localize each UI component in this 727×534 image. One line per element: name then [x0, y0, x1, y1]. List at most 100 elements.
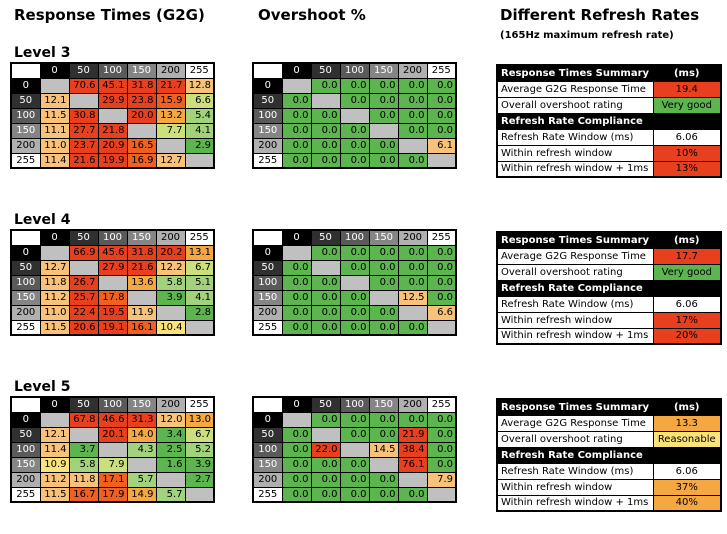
response-matrix: 0 50 100 150 200 255 0 67.8 46.6 31.3 12.0 13.0 50 12…: [10, 396, 215, 503]
response-cell: 27.9: [97, 259, 128, 276]
response-cell: [68, 259, 99, 276]
overshoot-cell: 0.0: [426, 411, 457, 428]
response-cell: [68, 92, 99, 109]
response-cell: 14.9: [126, 486, 157, 503]
overshoot-cell: 0.0: [368, 319, 399, 336]
response-cell: 1.6: [155, 456, 186, 473]
summary-value: 17.7: [652, 247, 722, 265]
response-cell: 11.4: [39, 152, 70, 169]
response-cell: 7.9: [97, 456, 128, 473]
summary-value: 20%: [652, 327, 722, 345]
overshoot-cell: 0.0: [339, 152, 370, 169]
column-header: 150: [126, 396, 157, 413]
column-header: 255: [184, 396, 215, 413]
summary-table: Response Times Summary (ms) Average G2G Re…: [496, 64, 722, 178]
row-header: 150: [252, 289, 283, 306]
response-cell: 46.6: [97, 411, 128, 428]
summary-label: Overall overshoot rating: [496, 263, 654, 281]
response-cell: 3.9: [155, 289, 186, 306]
overshoot-cell: 0.0: [339, 471, 370, 488]
summary-label: Refresh Rate Window (ms): [496, 128, 654, 146]
overshoot-cell: [426, 319, 457, 336]
response-cell: 20.2: [155, 244, 186, 261]
column-header: 200: [397, 396, 428, 413]
column-header: 200: [397, 62, 428, 79]
summary-label: Response Times Summary: [496, 398, 654, 416]
overshoot-cell: 0.0: [310, 471, 341, 488]
summary-value: (ms): [652, 398, 722, 416]
summary-label: Response Times Summary: [496, 64, 654, 82]
summary-table: Response Times Summary (ms) Average G2G Re…: [496, 231, 722, 345]
response-cell: 45.1: [97, 77, 128, 94]
column-header: 50: [68, 396, 99, 413]
response-cell: 25.7: [68, 289, 99, 306]
response-cell: 11.8: [68, 471, 99, 488]
response-cell: 5.1: [184, 274, 215, 291]
column-header: 50: [310, 396, 341, 413]
response-cell: 29.9: [97, 92, 128, 109]
column-header: 200: [397, 229, 428, 246]
overshoot-cell: 0.0: [397, 244, 428, 261]
overshoot-cell: 0.0: [281, 319, 312, 336]
refresh-rates-subheading: (165Hz maximum refresh rate): [500, 30, 674, 41]
overshoot-cell: 0.0: [368, 274, 399, 291]
matrix-corner: [252, 229, 283, 246]
row-header: 100: [252, 441, 283, 458]
row-header: 0: [252, 77, 283, 94]
column-header: 100: [339, 229, 370, 246]
overshoot-cell: 0.0: [339, 411, 370, 428]
summary-value: Very good: [652, 96, 722, 114]
column-header: 100: [339, 396, 370, 413]
response-cell: 6.7: [184, 426, 215, 443]
response-cell: 4.1: [184, 289, 215, 306]
overshoot-cell: 0.0: [310, 274, 341, 291]
overshoot-cell: [339, 441, 370, 458]
overshoot-cell: [339, 274, 370, 291]
overshoot-cell: [397, 471, 428, 488]
response-cell: 30.8: [68, 107, 99, 124]
response-cell: 2.7: [184, 471, 215, 488]
response-cell: [155, 304, 186, 321]
overshoot-cell: 0.0: [368, 426, 399, 443]
overshoot-cell: 14.5: [368, 441, 399, 458]
response-cell: 20.0: [126, 107, 157, 124]
overshoot-cell: 0.0: [368, 92, 399, 109]
response-cell: 12.1: [39, 92, 70, 109]
response-cell: 21.8: [97, 122, 128, 139]
overshoot-cell: 0.0: [310, 304, 341, 321]
response-cell: 11.5: [39, 486, 70, 503]
summary-label: Average G2G Response Time: [496, 414, 654, 432]
response-cell: 2.9: [184, 137, 215, 154]
row-header: 100: [252, 274, 283, 291]
response-cell: 3.7: [68, 441, 99, 458]
overshoot-cell: 0.0: [339, 486, 370, 503]
overshoot-cell: [426, 152, 457, 169]
summary-value: 6.06: [652, 462, 722, 480]
overshoot-cell: 0.0: [281, 441, 312, 458]
row-header: 255: [10, 486, 41, 503]
summary-label: Refresh Rate Compliance: [496, 446, 654, 464]
row-header: 50: [10, 92, 41, 109]
overshoot-cell: 0.0: [368, 107, 399, 124]
response-cell: 5.8: [68, 456, 99, 473]
response-cell: 11.0: [39, 137, 70, 154]
overshoot-cell: 0.0: [339, 289, 370, 306]
overshoot-cell: 0.0: [310, 152, 341, 169]
overshoot-matrix: 0 50 100 150 200 255 0 0.0 0.0 0.0 0.0 0.0 50 0.0 0.0 0…: [252, 229, 457, 336]
response-cell: 45.6: [97, 244, 128, 261]
response-cell: 26.7: [68, 274, 99, 291]
summary-value: Reasonable: [652, 430, 722, 448]
overshoot-cell: 7.9: [426, 471, 457, 488]
overshoot-cell: 0.0: [339, 426, 370, 443]
overshoot-cell: 0.0: [368, 137, 399, 154]
overshoot-cell: 0.0: [397, 411, 428, 428]
response-cell: [97, 274, 128, 291]
overshoot-cell: 0.0: [339, 259, 370, 276]
overshoot-cell: [339, 107, 370, 124]
overshoot-cell: [368, 289, 399, 306]
response-cell: 20.6: [68, 319, 99, 336]
overshoot-cell: [368, 456, 399, 473]
overshoot-cell: 38.4: [397, 441, 428, 458]
response-cell: [126, 289, 157, 306]
matrix-corner: [10, 396, 41, 413]
